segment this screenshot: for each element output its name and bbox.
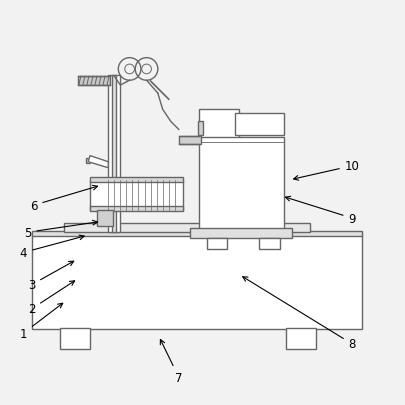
Bar <box>90 177 182 182</box>
Bar <box>108 76 120 232</box>
Text: 6: 6 <box>30 186 97 212</box>
Polygon shape <box>88 156 108 168</box>
Text: 9: 9 <box>285 197 355 225</box>
Bar <box>90 207 182 211</box>
Text: 3: 3 <box>28 262 73 292</box>
Bar <box>112 76 116 232</box>
Bar <box>259 238 279 249</box>
Bar <box>178 137 200 144</box>
Bar <box>97 211 113 227</box>
Bar <box>78 77 110 86</box>
Text: 4: 4 <box>20 235 84 259</box>
Bar <box>285 328 315 350</box>
Bar <box>86 159 90 164</box>
Bar <box>64 224 309 232</box>
Bar <box>198 110 239 140</box>
Text: 1: 1 <box>20 303 62 340</box>
Bar <box>198 122 202 136</box>
Bar <box>198 138 283 231</box>
Text: 8: 8 <box>242 277 355 351</box>
Bar <box>90 180 182 211</box>
Text: 2: 2 <box>28 281 75 315</box>
Text: 7: 7 <box>160 340 182 384</box>
Bar <box>190 229 291 239</box>
Text: 10: 10 <box>293 160 359 181</box>
Bar <box>32 234 361 329</box>
Bar <box>32 232 361 237</box>
Bar <box>207 238 227 249</box>
Text: 5: 5 <box>24 221 97 239</box>
Bar <box>234 114 283 136</box>
Bar <box>60 328 90 350</box>
